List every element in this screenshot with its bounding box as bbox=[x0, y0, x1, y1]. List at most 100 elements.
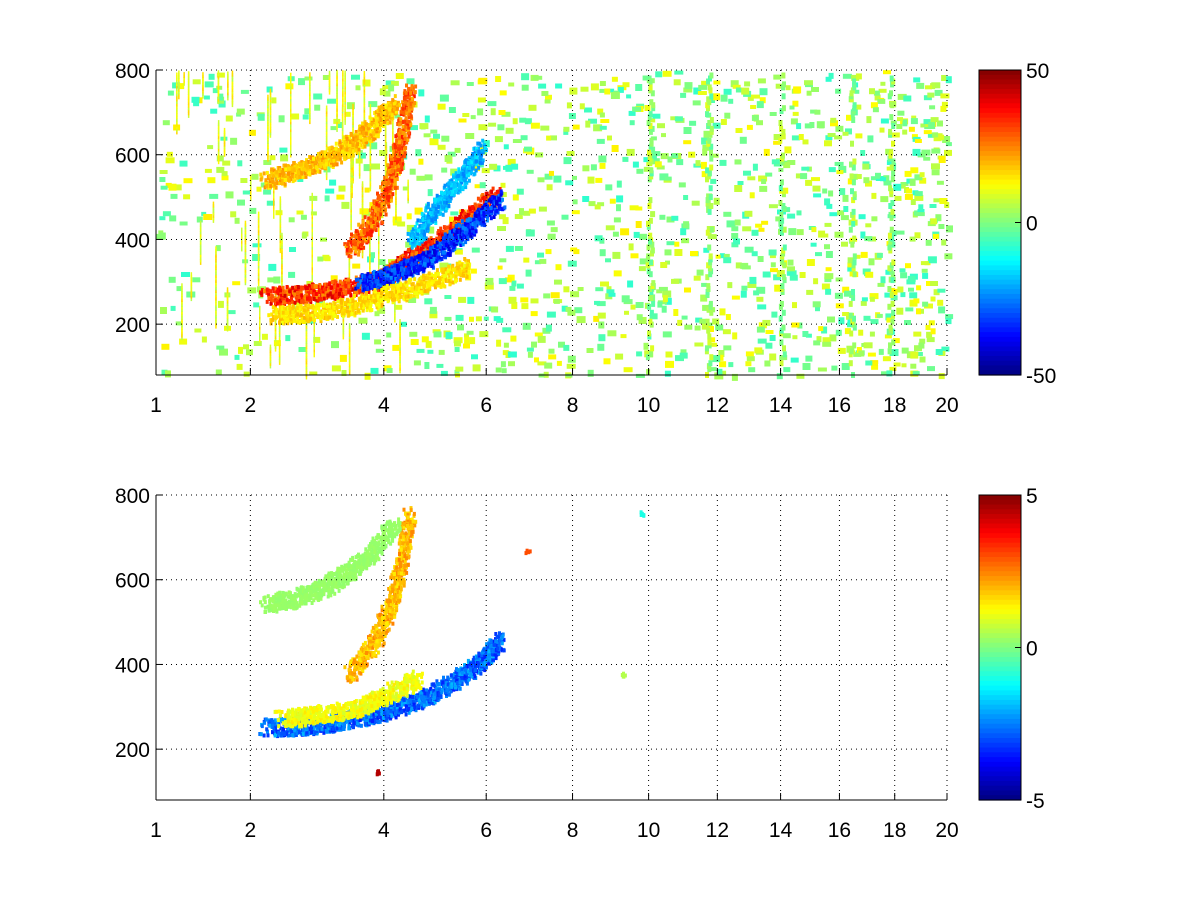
heatmap-cell bbox=[387, 202, 390, 206]
heatmap-cell bbox=[695, 160, 701, 167]
heatmap-cell bbox=[286, 291, 290, 296]
heatmap-cell bbox=[159, 170, 168, 174]
heatmap-cell bbox=[946, 225, 953, 233]
heatmap-cell bbox=[613, 270, 622, 277]
heatmap-cell bbox=[600, 281, 609, 287]
heatmap-cell bbox=[709, 164, 714, 171]
heatmap-cell bbox=[802, 331, 809, 337]
heatmap-cell bbox=[932, 233, 939, 239]
heatmap-cell bbox=[813, 278, 819, 285]
heatmap-cell bbox=[841, 363, 850, 370]
heatmap-cell bbox=[330, 126, 337, 131]
heatmap-cell bbox=[802, 139, 809, 145]
heatmap-cell bbox=[419, 246, 423, 251]
heatmap-cell bbox=[843, 206, 849, 212]
heatmap-cell bbox=[275, 210, 283, 216]
heatmap-cell bbox=[402, 103, 405, 108]
heatmap-cell bbox=[854, 254, 861, 259]
heatmap-cell bbox=[612, 231, 619, 237]
heatmap-cell bbox=[168, 183, 177, 191]
heatmap-cell bbox=[610, 92, 620, 99]
heatmap-cell bbox=[379, 212, 383, 217]
heatmap-cell bbox=[885, 313, 892, 321]
heatmap-cell bbox=[852, 191, 857, 198]
heatmap-cell bbox=[662, 290, 672, 298]
heatmap-cell bbox=[349, 240, 353, 245]
heatmap-cell bbox=[708, 194, 713, 201]
heatmap-cell bbox=[765, 172, 773, 177]
heatmap-cell bbox=[565, 373, 573, 378]
heatmap-cell bbox=[471, 354, 478, 360]
heatmap-cell bbox=[639, 233, 648, 240]
heatmap-cell bbox=[275, 289, 279, 294]
heatmap-cell bbox=[325, 282, 329, 287]
heatmap-cell bbox=[931, 163, 940, 170]
heatmap-cell bbox=[675, 355, 684, 362]
heatmap-cell bbox=[852, 235, 857, 242]
heatmap-cell bbox=[709, 203, 714, 209]
heatmap-cell bbox=[915, 212, 925, 217]
heatmap-cell bbox=[306, 159, 310, 164]
heatmap-cell bbox=[890, 102, 895, 109]
heatmap-cell bbox=[860, 300, 867, 306]
heatmap-cell bbox=[829, 334, 837, 342]
heatmap-cell bbox=[889, 366, 897, 371]
heatmap-cell bbox=[886, 370, 893, 377]
heatmap-cell bbox=[616, 204, 621, 212]
heatmap-cell bbox=[268, 181, 272, 186]
heatmap-cell bbox=[889, 75, 894, 82]
heatmap-cell bbox=[561, 214, 569, 220]
heatmap-cell bbox=[828, 190, 834, 197]
heatmap-cell bbox=[303, 171, 307, 176]
heatmap-cell bbox=[910, 351, 919, 359]
heatmap-cell bbox=[287, 164, 291, 169]
heatmap-cell bbox=[914, 345, 922, 352]
heatmap-cell bbox=[418, 244, 422, 249]
heatmap-cell bbox=[799, 272, 806, 278]
heatmap-cell bbox=[544, 362, 553, 369]
heatmap-cell bbox=[899, 268, 906, 273]
heatmap-cell bbox=[624, 310, 629, 315]
heatmap-cell bbox=[273, 276, 281, 284]
heatmap-cell bbox=[848, 312, 853, 319]
heatmap-cell bbox=[238, 346, 243, 354]
heatmap-cell bbox=[219, 348, 228, 356]
heatmap-cell bbox=[358, 235, 362, 240]
heatmap-cell bbox=[904, 193, 913, 200]
heatmap-cell bbox=[747, 176, 756, 181]
heatmap-cell bbox=[336, 70, 338, 77]
heatmap-cell bbox=[608, 292, 616, 297]
heatmap-cell bbox=[538, 83, 547, 89]
heatmap-cell bbox=[891, 339, 896, 346]
heatmap-cell bbox=[322, 296, 326, 301]
heatmap-cell bbox=[309, 155, 313, 160]
heatmap-cell bbox=[751, 114, 759, 121]
heatmap-cell bbox=[742, 226, 752, 232]
heatmap-cell bbox=[262, 171, 266, 176]
heatmap-cell bbox=[427, 349, 434, 354]
heatmap-cell bbox=[524, 146, 532, 152]
heatmap-cell bbox=[375, 348, 384, 353]
heatmap-cell bbox=[391, 144, 395, 149]
heatmap-cell bbox=[694, 325, 701, 331]
heatmap-cell bbox=[369, 217, 373, 222]
heatmap-cell bbox=[912, 371, 920, 376]
heatmap-cell bbox=[354, 229, 358, 234]
heatmap-cell bbox=[380, 188, 384, 193]
heatmap-cell bbox=[647, 303, 652, 310]
heatmap-cell bbox=[945, 76, 952, 84]
heatmap-cell bbox=[927, 366, 935, 372]
heatmap-cell bbox=[812, 301, 821, 308]
heatmap-cell bbox=[756, 296, 764, 302]
heatmap-cell bbox=[439, 262, 449, 269]
heatmap-cell bbox=[566, 151, 575, 156]
heatmap-cell bbox=[423, 133, 431, 138]
heatmap-cell bbox=[827, 316, 835, 323]
heatmap-cell bbox=[713, 93, 721, 101]
heatmap-cell bbox=[818, 230, 826, 238]
heatmap-cell bbox=[475, 207, 479, 212]
heatmap-cell bbox=[877, 98, 886, 104]
heatmap-cell bbox=[370, 229, 374, 234]
heatmap-cell bbox=[279, 196, 282, 203]
heatmap-cell bbox=[430, 129, 438, 134]
